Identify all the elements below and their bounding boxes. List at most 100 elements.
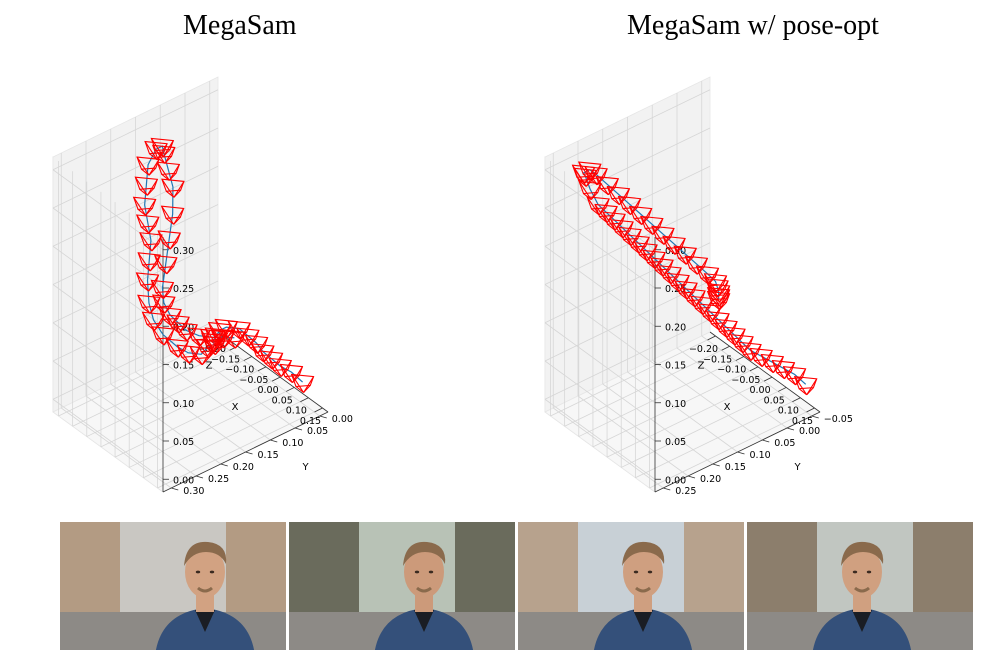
gridline-z (52, 242, 219, 324)
z-tick-label: 0.30 (173, 246, 194, 257)
y-tick (294, 427, 303, 431)
y-tick-label: 0.05 (774, 438, 795, 449)
x-tick-label: −0.05 (731, 375, 760, 386)
gridline-z (52, 204, 219, 285)
camera-frustum (154, 255, 178, 275)
y-tick-label: 0.25 (675, 486, 696, 497)
gridline-z (544, 322, 656, 404)
gridline-z (544, 207, 656, 289)
video-frame (747, 522, 973, 650)
y-tick (663, 487, 671, 491)
gridline-z (544, 280, 711, 362)
y-tick (319, 415, 327, 419)
z-tick-label: 0.00 (173, 475, 194, 486)
x-tick (749, 366, 759, 372)
camera-frustum (160, 205, 185, 225)
camera-frustum (749, 347, 773, 368)
x-tick (721, 345, 730, 351)
x-tick-label: 0.05 (764, 395, 785, 406)
gridline-z (52, 169, 164, 251)
y-tick (712, 463, 720, 467)
x-tick (286, 387, 295, 392)
y-tick-label: 0.20 (233, 462, 254, 473)
y-tick (245, 451, 253, 455)
camera-frustum (268, 357, 293, 377)
x-tick-label: −0.10 (717, 365, 746, 376)
camera-frustum (222, 329, 247, 349)
gridline-y (160, 359, 271, 441)
gridline-z (52, 360, 164, 442)
y-tick-label: 0.15 (725, 462, 746, 473)
gridline-y (652, 359, 763, 441)
gridline-z (52, 322, 164, 404)
y-tick-label: 0.30 (183, 486, 204, 497)
camera-frustum (137, 252, 161, 272)
y-tick-label: 0.15 (258, 450, 279, 461)
camera-frustum (771, 359, 796, 380)
camera-frustum (782, 366, 807, 386)
gridline-z (52, 207, 164, 289)
gridline-y (602, 383, 713, 465)
camera-frustum (157, 230, 182, 250)
gridline-y (553, 407, 664, 489)
chart-title-left: MegaSam (183, 10, 297, 41)
x-tick-label: 0.05 (272, 395, 293, 406)
x-tick (778, 387, 787, 392)
y-tick-label: 0.05 (307, 426, 328, 437)
person-figure (375, 541, 473, 650)
x-axis-label: X (724, 402, 731, 413)
camera-frustum (722, 326, 746, 346)
camera-frustum (161, 178, 185, 198)
y-tick-label: 0.25 (208, 474, 229, 485)
z-tick-label: 0.10 (665, 399, 686, 410)
gridline-z (544, 204, 711, 285)
x-tick-label: −0.15 (703, 354, 732, 365)
gridline-y (676, 347, 788, 429)
x-tick (243, 356, 252, 361)
camera-frustum (586, 196, 610, 216)
z-axis-label: Z (698, 361, 705, 372)
person-figure (594, 541, 692, 650)
camera-frustum (244, 334, 269, 354)
gridline-z (544, 284, 656, 365)
gridline-y (184, 347, 296, 429)
y-tick-label: 0.00 (799, 426, 820, 437)
x-tick-label: −0.15 (211, 354, 240, 365)
x-tick-label: 0.15 (792, 416, 813, 427)
gridline-y (85, 395, 197, 477)
gridline-z (544, 245, 656, 327)
camera-frustum (152, 294, 176, 314)
gridline-z (544, 89, 711, 171)
gridline-z (544, 165, 711, 247)
y-tick-label: 0.20 (700, 474, 721, 485)
camera-frustum (793, 375, 818, 396)
x-tick (257, 366, 267, 372)
video-frame (518, 522, 744, 650)
z-tick-label: 0.00 (665, 475, 686, 486)
gridline-z (544, 360, 656, 442)
y-tick (762, 439, 770, 443)
x-tick (300, 397, 309, 403)
x-tick (314, 407, 323, 413)
gridline-z (544, 318, 711, 400)
y-tick (811, 415, 819, 419)
y-tick (195, 475, 204, 479)
x-tick (707, 335, 716, 341)
camera-frustum (706, 290, 731, 311)
z-tick-label: 0.25 (665, 284, 686, 295)
x-axis-line (709, 331, 821, 413)
gridline-z (544, 127, 711, 209)
x-tick-label: 0.00 (257, 385, 278, 396)
y-axis-label: Y (793, 462, 801, 473)
z-axis-label: Z (206, 361, 213, 372)
camera-frustum (259, 350, 284, 370)
camera-frustum (673, 245, 697, 265)
chart-title-right: MegaSam w/ pose-opt (627, 10, 879, 41)
camera-frustum (150, 279, 175, 299)
gridline-z (544, 242, 711, 324)
z-tick-label: 0.05 (173, 437, 194, 448)
y-tick (687, 475, 696, 479)
x-tick-label: 0.15 (300, 416, 321, 427)
video-frame (289, 522, 515, 650)
y-tick (737, 451, 745, 455)
